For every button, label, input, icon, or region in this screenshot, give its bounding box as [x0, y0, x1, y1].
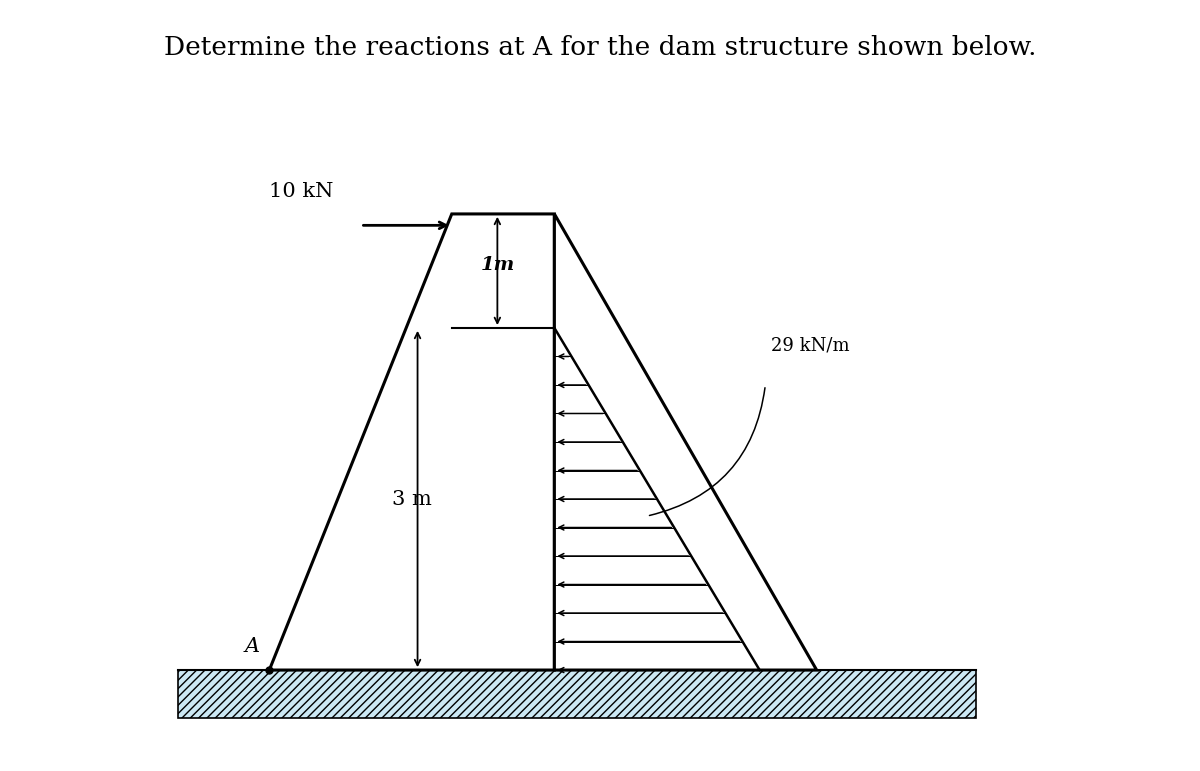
Text: 10 kN: 10 kN: [269, 182, 334, 200]
Text: A: A: [245, 638, 259, 656]
Text: 29 kN/m: 29 kN/m: [772, 336, 850, 354]
Polygon shape: [554, 214, 817, 670]
Text: 3 m: 3 m: [392, 490, 432, 509]
Text: Determine the reactions at A for the dam structure shown below.: Determine the reactions at A for the dam…: [163, 35, 1037, 59]
Polygon shape: [178, 670, 977, 718]
Polygon shape: [269, 214, 554, 670]
Text: 1m: 1m: [480, 256, 515, 274]
